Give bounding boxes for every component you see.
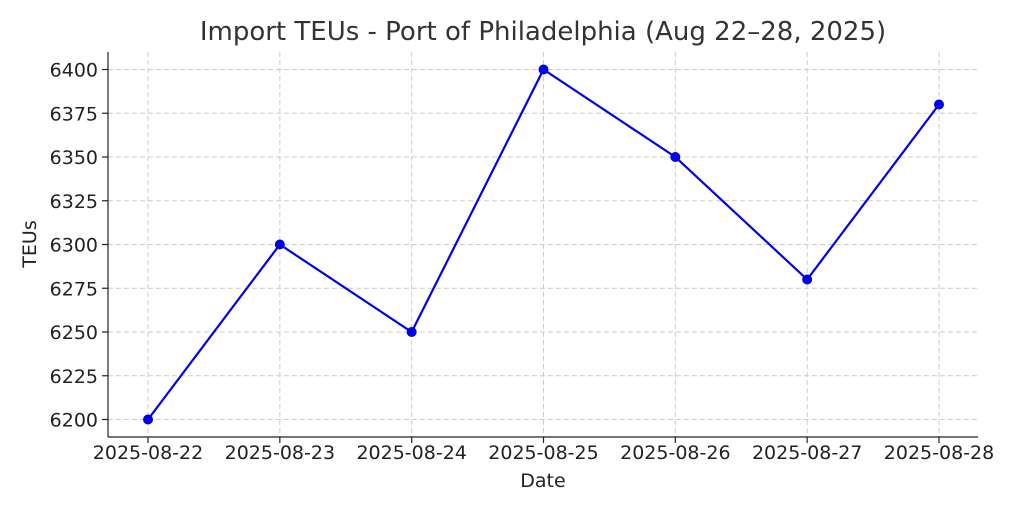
data-point [538, 64, 549, 75]
data-point [274, 239, 285, 250]
y-tick-label: 6400 [50, 60, 98, 82]
grid [108, 52, 978, 437]
data-point [934, 99, 944, 110]
y-tick-label: 6375 [50, 103, 98, 125]
x-tick-label: 2025-08-25 [488, 442, 598, 464]
x-tick-label: 2025-08-27 [752, 442, 862, 464]
y-ticks: 6200 6225 6250 6275 6300 6325 6350 6375 6400 [50, 60, 108, 432]
data-point [143, 414, 153, 425]
x-axis-label: Date [520, 470, 565, 492]
y-tick-label: 6300 [50, 235, 98, 257]
data-point [802, 274, 813, 285]
data-point [406, 327, 417, 337]
y-tick-label: 6200 [50, 410, 98, 432]
x-tick-label: 2025-08-26 [620, 442, 730, 464]
y-tick-label: 6350 [50, 147, 98, 169]
x-tick-label: 2025-08-22 [93, 442, 203, 464]
y-axis-label: TEUs [19, 220, 41, 268]
x-ticks: 2025-08-22 2025-08-23 2025-08-24 2025-08-25… [93, 437, 994, 464]
y-tick-label: 6325 [50, 191, 98, 213]
x-tick-label: 2025-08-23 [225, 442, 335, 464]
data-point [670, 152, 681, 162]
x-tick-label: 2025-08-24 [356, 442, 466, 464]
series [143, 64, 944, 425]
x-tick-label: 2025-08-28 [884, 442, 994, 464]
y-tick-label: 6250 [50, 322, 98, 344]
y-tick-label: 6275 [50, 278, 98, 300]
y-tick-label: 6225 [50, 366, 98, 388]
chart-title: Import TEUs - Port of Philadelphia (Aug … [200, 17, 886, 47]
